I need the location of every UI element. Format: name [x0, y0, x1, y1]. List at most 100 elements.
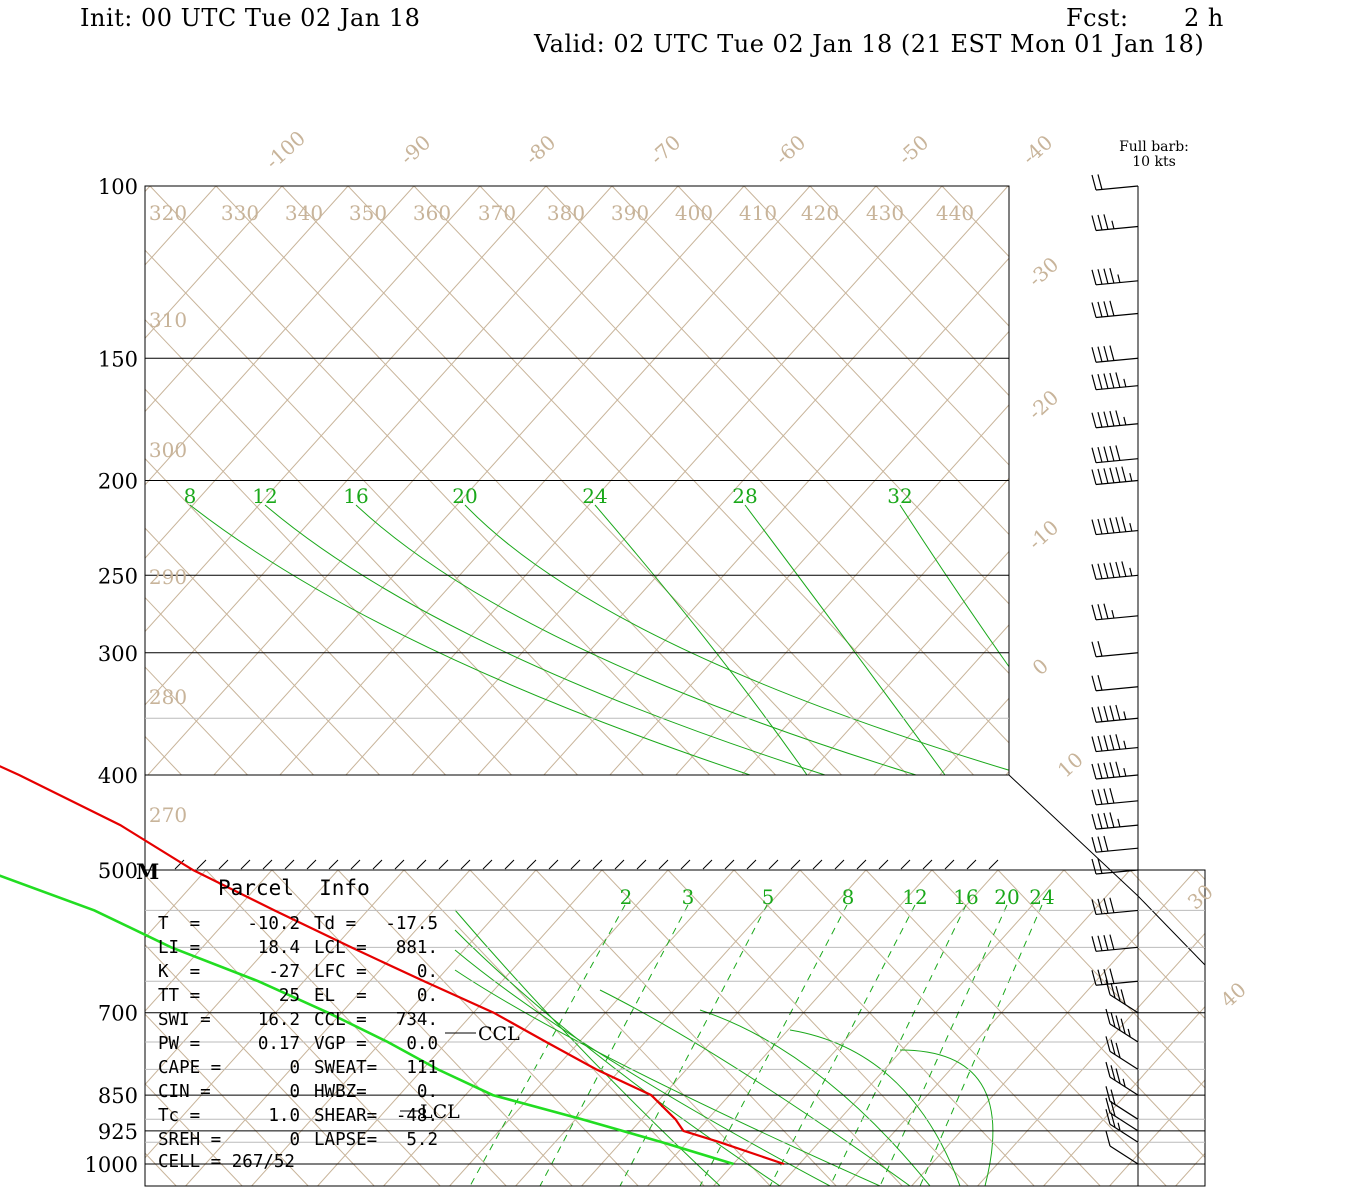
- barb-feather: [1103, 301, 1109, 317]
- barb-feather: [1097, 858, 1103, 874]
- barb-staff: [1095, 574, 1139, 580]
- barb-feather: [1091, 736, 1097, 752]
- mixing-ratio-label: 3: [682, 885, 695, 909]
- barb-feather: [1110, 982, 1116, 999]
- hatch-mark: [262, 859, 273, 870]
- isotherm-label: 10: [1053, 747, 1088, 782]
- hatch-mark: [966, 859, 977, 870]
- hatch-mark: [834, 859, 845, 870]
- dry-adiabat-line: [743, 186, 1009, 466]
- wind-barb: [1091, 466, 1139, 486]
- barb-feather: [1109, 372, 1115, 389]
- barb-half-feather: [1123, 378, 1127, 387]
- moist-adiabat-curve: [454, 949, 831, 1186]
- theta-label: 320: [149, 201, 187, 225]
- dry-adiabat-line: [1140, 186, 1350, 775]
- barb-feather: [1091, 641, 1097, 657]
- parcel-lbl2: HWBZ=: [314, 1082, 367, 1102]
- theta-label: 290: [149, 565, 187, 589]
- dry-adiabat-line: [145, 874, 441, 1186]
- dry-adiabat-line: [1262, 870, 1350, 1186]
- wind-barb: [1091, 372, 1139, 391]
- hatch-mark: [724, 859, 735, 870]
- mixing-ratio-label: 2: [620, 885, 633, 909]
- mixing-ratio-label: 24: [1029, 885, 1054, 909]
- isotherm-line: [1270, 186, 1350, 775]
- barb-feather: [1091, 970, 1097, 986]
- barb-feather: [1105, 1109, 1111, 1125]
- barb-feather: [1115, 986, 1121, 1002]
- barb-feather: [1109, 410, 1115, 427]
- dry-adiabat-line: [205, 870, 507, 1186]
- barb-staff: [1095, 312, 1139, 319]
- isotherm-label: -90: [395, 130, 435, 169]
- theta-label: 380: [547, 201, 585, 225]
- parcel-lbl: CIN =: [158, 1082, 211, 1102]
- mixing-ratio-curve: [355, 504, 917, 775]
- barb-feather: [1091, 302, 1097, 318]
- mixing-ratio-label: 12: [252, 484, 277, 508]
- isotherm-line: [145, 870, 339, 1086]
- moist-adiabat-curve: [454, 929, 781, 1186]
- dry-adiabat-line: [0, 870, 110, 1186]
- isotherm-line: [0, 870, 74, 1186]
- barb-feather: [1097, 563, 1103, 579]
- mixing-ratio-label: 12: [902, 885, 927, 909]
- barb-feather: [1103, 563, 1109, 579]
- wind-barb: [1105, 1097, 1139, 1132]
- barb-staff: [1095, 824, 1139, 830]
- temperature-profile-line: [0, 765, 785, 1166]
- dry-adiabat-line: [0, 186, 50, 775]
- barb-feather: [1109, 812, 1115, 828]
- hatch-mark: [768, 859, 779, 870]
- barb-staff: [1095, 652, 1139, 658]
- isotherm-line: [1242, 870, 1350, 1186]
- hatch-mark: [636, 859, 647, 870]
- hatch-mark: [988, 859, 999, 870]
- dry-adiabat-line: [1074, 186, 1350, 775]
- barb-feather: [1109, 734, 1115, 751]
- barb-feather: [1103, 518, 1109, 534]
- dry-adiabat-line: [469, 870, 771, 1186]
- mixing-ratio-curve: [264, 504, 826, 775]
- parcel-cell: CELL = 267/52: [158, 1152, 295, 1172]
- dry-adiabat-line: [145, 1082, 243, 1186]
- dry-adiabat-line: [1063, 870, 1205, 1020]
- barb-feather: [1103, 214, 1109, 230]
- theta-label: 370: [478, 201, 516, 225]
- barb-feather: [1115, 445, 1121, 461]
- parcel-val2: -17.5: [385, 914, 438, 934]
- dry-adiabat-line: [1007, 186, 1009, 188]
- mixing-ratio-label: 32: [887, 484, 912, 508]
- isotherm-lines-lower: [0, 870, 1350, 1186]
- dry-adiabat-line: [931, 870, 1205, 1159]
- parcel-info-row: TT = 25 EL = 0.: [158, 986, 438, 1010]
- hatch-mark: [416, 859, 427, 870]
- barb-staff: [1095, 615, 1139, 621]
- barb-feather: [1105, 1130, 1111, 1147]
- hatch-mark: [614, 859, 625, 870]
- barb-feather: [1109, 445, 1115, 462]
- barb-feather: [1091, 174, 1097, 191]
- barb-feather: [1097, 789, 1103, 805]
- barb-feather: [1103, 345, 1109, 362]
- barb-half-feather: [1122, 1078, 1126, 1087]
- wind-barb: [1105, 979, 1139, 1014]
- pressure-label-200: 200: [98, 470, 138, 494]
- barb-staff: [1095, 479, 1139, 486]
- dry-adiabat-line: [403, 870, 705, 1186]
- parcel-val: 25: [278, 986, 300, 1006]
- mixing-ratio-label: 24: [582, 484, 607, 508]
- barb-feather: [1105, 1086, 1111, 1102]
- theta-label: 400: [675, 201, 713, 225]
- parcel-val: 0: [289, 1058, 300, 1078]
- dry-adiabat-line: [145, 1013, 309, 1186]
- barb-feather: [1103, 705, 1109, 722]
- parcel-lbl: K =: [158, 962, 201, 982]
- parcel-val2: 0.0: [406, 1034, 438, 1054]
- mixing-ratio-dashed: [699, 904, 848, 1186]
- barb-half-feather: [1111, 609, 1115, 619]
- barb-feather: [1115, 372, 1121, 388]
- theta-label: 440: [936, 201, 974, 225]
- barb-feather: [1091, 519, 1097, 535]
